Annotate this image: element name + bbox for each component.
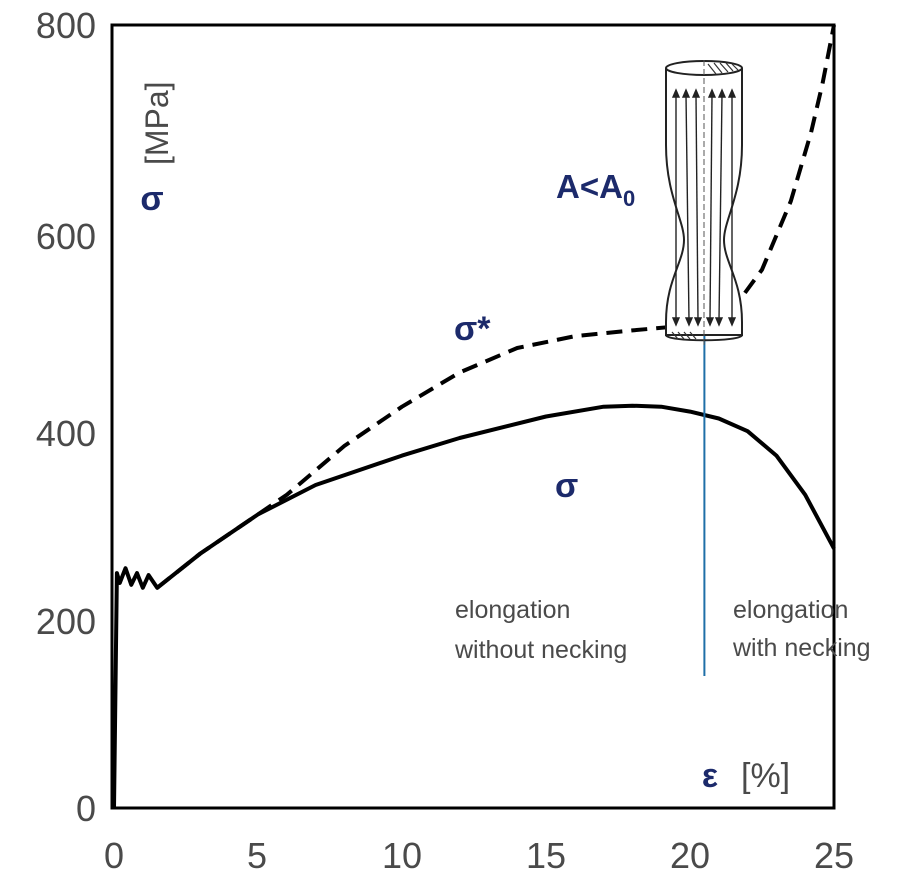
sigma-label: σ — [555, 467, 578, 505]
left-region-line1: elongation — [455, 596, 570, 624]
right-region-line1: elongation — [733, 596, 848, 624]
y-tick-labels: 0 200 400 600 800 — [36, 5, 96, 829]
specimen-top-hatch — [707, 62, 739, 75]
series-sigma-line — [112, 403, 836, 809]
left-region-note: elongation without necking — [454, 596, 627, 664]
right-region-note: elongation with necking — [732, 596, 871, 662]
series-sigma-star-line — [155, 24, 836, 590]
area-condition-label: A<A0 — [556, 168, 635, 211]
y-tick-600: 600 — [36, 216, 96, 257]
x-tick-25: 25 — [814, 835, 854, 876]
necked-specimen-illustration — [665, 60, 743, 345]
x-tick-5: 5 — [247, 835, 267, 876]
y-tick-200: 200 — [36, 601, 96, 642]
x-tick-10: 10 — [382, 835, 422, 876]
plot-frame — [110, 23, 836, 810]
y-axis-symbol: σ — [140, 180, 163, 218]
sigma-star-label: σ* — [454, 310, 491, 348]
specimen-bottom-hatch — [671, 331, 697, 340]
y-axis-unit: [MPa] — [139, 81, 175, 165]
y-tick-400: 400 — [36, 413, 96, 454]
x-axis-symbol: ε — [702, 757, 718, 795]
y-tick-800: 800 — [36, 5, 96, 46]
x-tick-0: 0 — [104, 835, 124, 876]
force-arrows — [671, 88, 737, 327]
area-subscript: 0 — [623, 186, 635, 211]
x-tick-labels: 0 5 10 15 20 25 — [104, 835, 854, 876]
right-region-line2: with necking — [732, 634, 871, 662]
x-axis-unit: [%] — [741, 757, 790, 795]
left-region-line2: without necking — [454, 636, 627, 664]
x-tick-15: 15 — [526, 835, 566, 876]
x-tick-20: 20 — [670, 835, 710, 876]
y-tick-0: 0 — [76, 788, 96, 829]
